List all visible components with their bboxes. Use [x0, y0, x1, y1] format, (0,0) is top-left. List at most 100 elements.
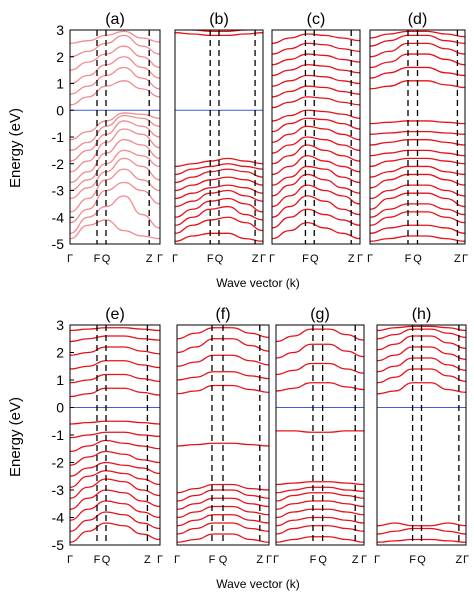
band-line	[175, 216, 263, 234]
kpoint-label: Γ	[266, 554, 272, 566]
kpoint-label: F	[310, 554, 317, 566]
band-line	[272, 85, 360, 98]
panel-title: (g)	[310, 306, 330, 323]
band-line	[272, 184, 360, 208]
y-tick-label: 1	[56, 76, 64, 92]
kpoint-label: Γ	[462, 253, 468, 265]
kpoint-label: Γ	[174, 554, 180, 566]
panel-frame	[176, 324, 270, 546]
kpoint-label: F	[405, 253, 412, 265]
panel-title: (b)	[209, 11, 229, 28]
band-line	[276, 481, 364, 486]
band-line	[276, 343, 364, 359]
kpoint-label: Γ	[361, 554, 367, 566]
panel-frame	[271, 29, 361, 245]
band-line	[175, 157, 263, 168]
band-line	[272, 144, 360, 165]
kpoint-label: F	[207, 253, 214, 265]
kpoint-label: Q	[102, 554, 111, 566]
band-line	[70, 500, 160, 521]
band-line	[175, 197, 263, 218]
band-line	[70, 128, 160, 173]
kpoint-label: Z	[454, 253, 461, 265]
band-line	[272, 64, 360, 77]
y-tick-label: -4	[52, 510, 65, 526]
kpoint-label: Z	[256, 554, 263, 566]
panel-frame	[174, 29, 264, 245]
y-tick-label: -3	[52, 183, 65, 199]
band-line	[70, 461, 160, 477]
band-line	[276, 430, 364, 433]
band-line	[272, 125, 360, 143]
band-line	[70, 439, 160, 453]
panel-frame	[69, 29, 161, 245]
band-line	[272, 33, 360, 45]
band-line	[177, 533, 269, 543]
panel-title: (a)	[105, 11, 125, 28]
band-line	[370, 157, 465, 168]
band-line	[70, 181, 160, 224]
band-line	[70, 420, 160, 425]
y-tick-label: -4	[52, 209, 65, 225]
band-line	[70, 168, 160, 213]
band-line	[272, 208, 360, 229]
kpoint-label: F	[409, 554, 416, 566]
kpoint-label: F	[94, 554, 101, 566]
y-tick-label: -2	[52, 455, 65, 471]
y-axis-label-bottom: Energy (eV)	[7, 397, 24, 477]
panel-title: (h)	[412, 306, 432, 323]
band-line	[177, 371, 269, 381]
kpoint-label: Q	[413, 253, 422, 265]
band-line	[272, 136, 360, 154]
y-tick-label: 1	[56, 372, 64, 388]
band-line	[377, 382, 466, 395]
x-axis-label-top: Wave vector (k)	[216, 276, 300, 290]
y-tick-label: 3	[56, 22, 64, 38]
band-line	[272, 173, 360, 197]
y-tick-label: 0	[56, 102, 64, 118]
band-line	[272, 96, 360, 109]
band-line	[70, 114, 160, 152]
kpoint-label: Γ	[463, 554, 469, 566]
band-line	[272, 117, 360, 133]
band-line	[70, 219, 160, 240]
y-tick-label: -5	[52, 236, 65, 252]
band-line	[272, 53, 360, 66]
kpoint-label: Z	[146, 253, 153, 265]
kpoint-label: Q	[318, 554, 327, 566]
band-line	[70, 149, 160, 192]
kpoint-label: Γ	[260, 253, 266, 265]
band-line	[70, 45, 160, 71]
band-line	[276, 382, 364, 392]
band-line	[272, 165, 360, 186]
band-line	[70, 387, 160, 398]
kpoint-label: Q	[417, 554, 426, 566]
kpoint-label: F	[302, 253, 309, 265]
band-line	[70, 30, 160, 45]
y-tick-label: -1	[52, 427, 65, 443]
kpoint-label: Γ	[157, 554, 163, 566]
band-line	[70, 157, 160, 200]
panel-c: (c)Γ F Q Z Γ	[269, 11, 363, 265]
band-line	[70, 470, 160, 488]
band-line	[177, 483, 269, 494]
band-line	[276, 362, 364, 376]
band-line	[276, 516, 364, 527]
kpoint-label: Γ	[273, 554, 279, 566]
band-line	[70, 450, 160, 466]
band-line	[276, 508, 364, 519]
panel-title: (c)	[307, 11, 326, 28]
kpoint-label: Q	[310, 253, 319, 265]
y-tick-label: 2	[56, 345, 64, 361]
band-line	[276, 328, 364, 343]
y-tick-label: -5	[52, 537, 65, 553]
band-line	[70, 360, 160, 370]
band-line	[70, 327, 160, 332]
band-line	[70, 112, 160, 141]
y-tick-label: 3	[56, 317, 64, 333]
band-line	[70, 335, 160, 343]
kpoint-label: Z	[144, 554, 151, 566]
band-line	[70, 522, 160, 543]
